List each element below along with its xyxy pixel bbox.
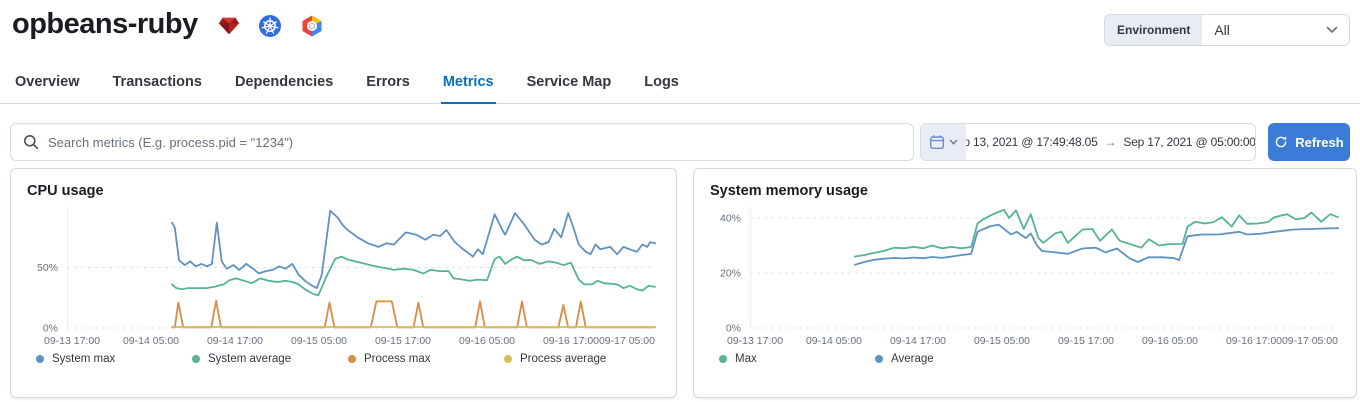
series-line-system-max (171, 209, 656, 289)
cpu-usage-chart[interactable]: 0% 50% 09-13 17:00 09-14 05:00 09-14 17:00 09… (27, 203, 657, 351)
chart-title: CPU usage (27, 183, 104, 199)
x-tick-label: 09-16 17:00 (543, 335, 599, 347)
search-input[interactable] (11, 124, 913, 160)
tab-overview[interactable]: Overview (15, 74, 80, 90)
google-cloud-icon (302, 15, 322, 36)
legend-item-average[interactable]: Average (875, 353, 1031, 365)
search-box (10, 123, 914, 161)
legend-dot (36, 355, 44, 363)
x-tick-label: 09-17 05:00 (1282, 335, 1338, 347)
system-memory-usage-chart[interactable]: 0% 20% 40% 09-13 17:00 09-14 05:00 09-14 17:0… (710, 203, 1340, 351)
ruby-icon (218, 17, 239, 34)
system-memory-usage-legend: Max Average (710, 353, 1340, 365)
tab-logs[interactable]: Logs (644, 74, 679, 90)
date-range-end[interactable]: Sep 17, 2021 @ 05:00:00.00 (1123, 135, 1255, 149)
cpu-usage-legend: System max System average Process max Proce… (27, 353, 660, 365)
environment-select[interactable]: Environment All (1104, 14, 1350, 46)
calendar-menu-button[interactable] (921, 124, 966, 160)
cpu-usage-card: CPU usage 0% 50% 09-13 17:00 09-14 05:00 09-… (10, 168, 677, 398)
x-tick-label: 09-15 05:00 (291, 335, 347, 347)
series-line-average (854, 223, 1339, 266)
refresh-label: Refresh (1295, 134, 1344, 150)
service-icons (218, 14, 324, 38)
chart-title: System memory usage (710, 183, 868, 199)
x-tick-label: 09-14 17:00 (207, 335, 263, 347)
date-range-display: Sep 13, 2021 @ 17:49:48.05 → Sep 17, 202… (966, 124, 1255, 160)
page-title: opbeans-ruby (12, 8, 198, 40)
legend-dot (719, 355, 727, 363)
calendar-icon (930, 135, 945, 150)
legend-dot (192, 355, 200, 363)
tab-metrics[interactable]: Metrics (440, 68, 496, 104)
page-header: opbeans-ruby (10, 0, 1350, 46)
kubernetes-icon (258, 14, 281, 37)
x-tick-label: 09-15 17:00 (1058, 335, 1114, 347)
x-tick-label: 09-14 17:00 (890, 335, 946, 347)
x-tick-label: 09-13 17:00 (727, 335, 783, 347)
refresh-button[interactable]: Refresh (1268, 123, 1350, 161)
legend-item-process-max[interactable]: Process max (348, 353, 504, 365)
series-line-process-max (171, 299, 656, 329)
y-tick-label: 50% (37, 262, 58, 274)
y-tick-label: 0% (726, 323, 741, 335)
tab-service-map[interactable]: Service Map (526, 74, 612, 90)
series-line-system-average (171, 255, 656, 297)
date-range-arrow-icon: → (1104, 135, 1117, 149)
tab-dependencies[interactable]: Dependencies (234, 74, 334, 90)
legend-dot (504, 355, 512, 363)
refresh-icon (1275, 136, 1287, 148)
legend-label: Max (735, 353, 757, 365)
y-tick-label: 0% (43, 323, 58, 335)
y-tick-label: 20% (720, 268, 741, 280)
query-bar: Sep 13, 2021 @ 17:49:48.05 → Sep 17, 202… (10, 123, 1350, 161)
search-icon (23, 134, 39, 155)
chevron-down-icon (949, 139, 958, 145)
date-range-start[interactable]: Sep 13, 2021 @ 17:49:48.05 (966, 135, 1098, 149)
chevron-down-icon (1326, 15, 1349, 45)
legend-label: Process average (520, 353, 607, 365)
legend-item-system-average[interactable]: System average (192, 353, 348, 365)
environment-label: Environment (1105, 15, 1203, 45)
x-tick-label: 09-16 17:00 (1226, 335, 1282, 347)
legend-item-process-average[interactable]: Process average (504, 353, 660, 365)
legend-dot (348, 355, 356, 363)
legend-label: System average (208, 353, 292, 365)
tab-errors[interactable]: Errors (366, 74, 410, 90)
x-tick-label: 09-13 17:00 (44, 335, 100, 347)
legend-item-system-max[interactable]: System max (36, 353, 192, 365)
x-tick-label: 09-14 05:00 (123, 335, 179, 347)
y-tick-label: 40% (720, 213, 741, 225)
legend-item-max[interactable]: Max (719, 353, 875, 365)
x-tick-label: 09-16 05:00 (459, 335, 515, 347)
service-tabs: Overview Transactions Dependencies Errors Me… (0, 68, 1360, 104)
x-tick-label: 09-16 05:00 (1142, 335, 1198, 347)
tab-transactions[interactable]: Transactions (112, 74, 202, 90)
legend-label: Average (891, 353, 934, 365)
x-tick-label: 09-14 05:00 (806, 335, 862, 347)
environment-value: All (1214, 22, 1230, 38)
legend-dot (875, 355, 883, 363)
system-memory-usage-card: System memory usage 0% 20% 40% 09-13 17:00 0… (693, 168, 1357, 398)
legend-label: Process max (364, 353, 431, 365)
x-tick-label: 09-17 05:00 (599, 335, 655, 347)
x-tick-label: 09-15 05:00 (974, 335, 1030, 347)
charts-row: CPU usage 0% 50% 09-13 17:00 09-14 05:00 09-… (10, 168, 1357, 398)
series-line-max (854, 208, 1339, 258)
x-tick-label: 09-15 17:00 (375, 335, 431, 347)
legend-label: System max (52, 353, 116, 365)
date-range-picker: Sep 13, 2021 @ 17:49:48.05 → Sep 17, 202… (920, 123, 1256, 161)
